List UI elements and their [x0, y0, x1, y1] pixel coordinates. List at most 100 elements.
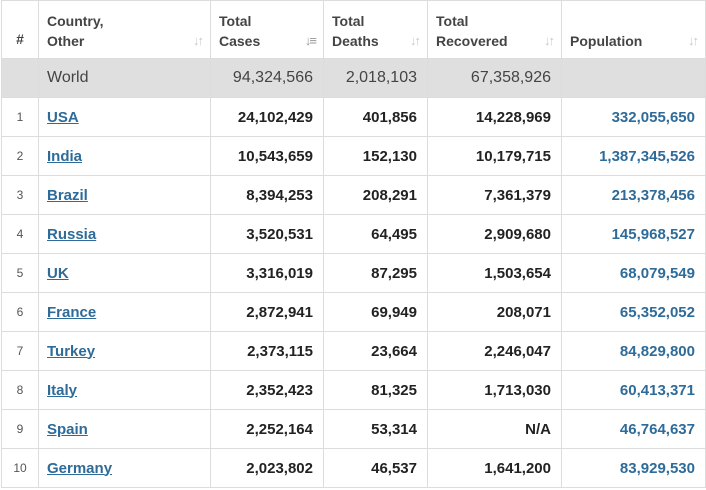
total-cases-cell: 2,023,802	[210, 448, 324, 488]
total-recovered-cell: 2,246,047	[427, 331, 562, 371]
total-cases-cell: 10,543,659	[210, 136, 324, 176]
rank-cell: 3	[1, 175, 39, 215]
country-link[interactable]: India	[47, 147, 83, 165]
world-rank-cell	[1, 58, 39, 98]
population-cell: 1,387,345,526	[561, 136, 706, 176]
population-cell: 83,929,530	[561, 448, 706, 488]
table-row: 10 Germany 2,023,802 46,537 1,641,200 83,929,…	[1, 448, 706, 488]
total-deaths-cell: 152,130	[323, 136, 428, 176]
table-row: 5 UK 3,316,019 87,295 1,503,654 68,079,549	[1, 253, 706, 293]
country-link[interactable]: Germany	[47, 459, 113, 477]
total-recovered-cell: 1,503,654	[427, 253, 562, 293]
column-header-total-cases[interactable]: Total Cases ↓≡	[210, 0, 324, 59]
column-header-population-label: Population	[570, 33, 643, 49]
column-header-country-label: Country, Other	[47, 13, 104, 49]
country-cell: Brazil	[38, 175, 211, 215]
country-cell: USA	[38, 97, 211, 137]
country-link[interactable]: Turkey	[47, 342, 96, 360]
country-cell: UK	[38, 253, 211, 293]
country-cell: Russia	[38, 214, 211, 254]
population-cell: 145,968,527	[561, 214, 706, 254]
country-cell: India	[38, 136, 211, 176]
rank-cell: 9	[1, 409, 39, 449]
total-cases-cell: 8,394,253	[210, 175, 324, 215]
total-cases-cell: 2,872,941	[210, 292, 324, 332]
world-total-cases-cell: 94,324,566	[210, 58, 324, 98]
total-cases-cell: 2,373,115	[210, 331, 324, 371]
table-row: 8 Italy 2,352,423 81,325 1,713,030 60,413,371	[1, 370, 706, 410]
rank-cell: 1	[1, 97, 39, 137]
total-deaths-cell: 81,325	[323, 370, 428, 410]
total-deaths-cell: 46,537	[323, 448, 428, 488]
column-header-total-recovered[interactable]: Total Recovered ↓↑	[427, 0, 562, 59]
column-header-total-deaths[interactable]: Total Deaths ↓↑	[323, 0, 428, 59]
world-population-cell	[561, 58, 706, 98]
column-header-population[interactable]: Population ↓↑	[561, 0, 706, 59]
sort-arrows-icon[interactable]: ↓↑	[193, 33, 204, 48]
country-cell: France	[38, 292, 211, 332]
total-deaths-cell: 401,856	[323, 97, 428, 137]
population-cell: 213,378,456	[561, 175, 706, 215]
rank-cell: 5	[1, 253, 39, 293]
total-deaths-cell: 87,295	[323, 253, 428, 293]
sort-desc-icon[interactable]: ↓≡	[304, 33, 317, 48]
country-link[interactable]: USA	[47, 108, 79, 126]
column-header-country[interactable]: Country, Other ↓↑	[38, 0, 211, 59]
total-deaths-cell: 23,664	[323, 331, 428, 371]
population-cell: 68,079,549	[561, 253, 706, 293]
population-cell: 60,413,371	[561, 370, 706, 410]
total-recovered-cell: 208,071	[427, 292, 562, 332]
total-recovered-cell: N/A	[427, 409, 562, 449]
column-header-rank-label: #	[16, 31, 24, 47]
total-recovered-cell: 14,228,969	[427, 97, 562, 137]
rank-cell: 10	[1, 448, 39, 488]
column-header-total-deaths-label: Total Deaths	[332, 13, 379, 49]
total-deaths-cell: 53,314	[323, 409, 428, 449]
rank-cell: 2	[1, 136, 39, 176]
total-cases-cell: 24,102,429	[210, 97, 324, 137]
total-recovered-cell: 10,179,715	[427, 136, 562, 176]
table-row: 7 Turkey 2,373,115 23,664 2,246,047 84,829,80…	[1, 331, 706, 371]
table-row: 1 USA 24,102,429 401,856 14,228,969 332,055,6…	[1, 97, 706, 137]
column-header-rank[interactable]: #	[1, 0, 39, 59]
total-recovered-cell: 1,641,200	[427, 448, 562, 488]
country-link[interactable]: Italy	[47, 381, 78, 399]
sort-arrows-icon[interactable]: ↓↑	[688, 33, 699, 48]
table-row: 4 Russia 3,520,531 64,495 2,909,680 145,968,5…	[1, 214, 706, 254]
population-cell: 46,764,637	[561, 409, 706, 449]
population-cell: 84,829,800	[561, 331, 706, 371]
population-cell: 65,352,052	[561, 292, 706, 332]
table-header-row: # Country, Other ↓↑ Total Cases ↓≡ Total…	[1, 0, 706, 59]
sort-arrows-icon[interactable]: ↓↑	[410, 33, 421, 48]
world-name-cell: World	[38, 58, 211, 98]
total-recovered-cell: 7,361,379	[427, 175, 562, 215]
table-row: 9 Spain 2,252,164 53,314 N/A 46,764,637	[1, 409, 706, 449]
sort-arrows-icon[interactable]: ↓↑	[544, 33, 555, 48]
country-link[interactable]: Russia	[47, 225, 97, 243]
country-link[interactable]: France	[47, 303, 97, 321]
rank-cell: 4	[1, 214, 39, 254]
total-cases-cell: 2,252,164	[210, 409, 324, 449]
country-link[interactable]: Spain	[47, 420, 88, 438]
total-recovered-cell: 2,909,680	[427, 214, 562, 254]
country-cell: Germany	[38, 448, 211, 488]
column-header-total-cases-label: Total Cases	[219, 13, 261, 49]
world-total-row: World 94,324,566 2,018,103 67,358,926	[1, 58, 706, 98]
population-cell: 332,055,650	[561, 97, 706, 137]
total-cases-cell: 3,520,531	[210, 214, 324, 254]
rank-cell: 8	[1, 370, 39, 410]
country-cell: Turkey	[38, 331, 211, 371]
country-cell: Spain	[38, 409, 211, 449]
country-link[interactable]: Brazil	[47, 186, 88, 204]
total-deaths-cell: 208,291	[323, 175, 428, 215]
total-deaths-cell: 69,949	[323, 292, 428, 332]
column-header-total-recovered-label: Total Recovered	[436, 13, 508, 49]
country-link[interactable]: UK	[47, 264, 69, 282]
country-cell: Italy	[38, 370, 211, 410]
rank-cell: 6	[1, 292, 39, 332]
table-row: 3 Brazil 8,394,253 208,291 7,361,379 213,378,…	[1, 175, 706, 215]
table-row: 2 India 10,543,659 152,130 10,179,715 1,387,3…	[1, 136, 706, 176]
total-recovered-cell: 1,713,030	[427, 370, 562, 410]
rank-cell: 7	[1, 331, 39, 371]
